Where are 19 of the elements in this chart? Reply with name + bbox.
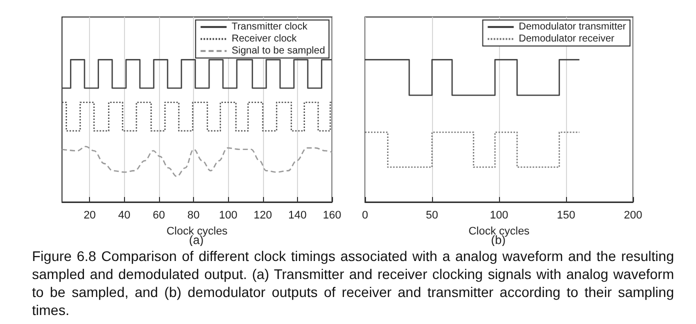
x-tick-label: 160	[322, 210, 342, 222]
legend-label: Demodulator receiver	[518, 34, 616, 44]
x-tick-label: 200	[624, 210, 642, 222]
x-tick-label: 80	[187, 210, 200, 222]
legend-label: Receiver clock	[232, 34, 298, 44]
x-tick-label: 150	[556, 210, 576, 222]
legend-label: Demodulator transmitter	[518, 22, 627, 32]
legend-label: Signal to be sampled	[232, 46, 326, 56]
x-tick-label: 40	[118, 210, 130, 222]
x-tick-label: 100	[490, 210, 508, 222]
x-tick-label: 60	[152, 210, 166, 222]
caption: Figure 6.8 Comparison of different clock timings associated with a analog waveform and the resulting sampled and demodulated output. (a) Transmitter and receiver clocking signals with analog waveform to be sampled, and (b) demodulator outputs of receiver and transmitter according to their sampling times.	[32, 247, 674, 319]
x-tick-label: 140	[288, 210, 307, 222]
x-tick-label: 20	[84, 210, 96, 222]
x-tick-label: 100	[218, 210, 238, 222]
x-tick-label: 50	[426, 210, 438, 222]
x-tick-label: 0	[362, 210, 368, 222]
x-tick-label: 120	[254, 210, 272, 222]
legend-label: Transmitter clock	[232, 22, 308, 32]
